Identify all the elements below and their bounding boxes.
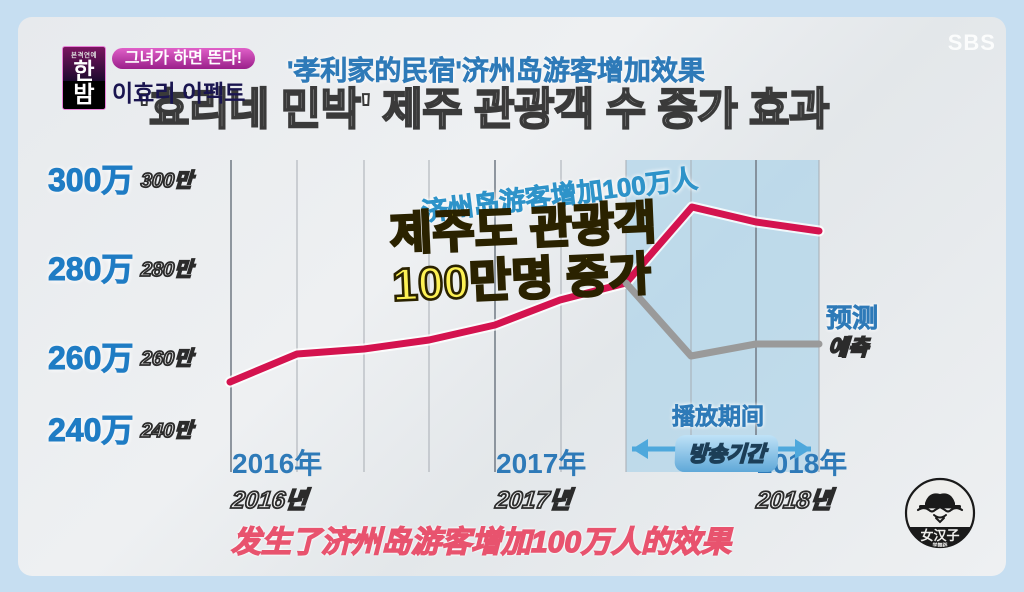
- svg-text:女汉子: 女汉子: [920, 528, 959, 543]
